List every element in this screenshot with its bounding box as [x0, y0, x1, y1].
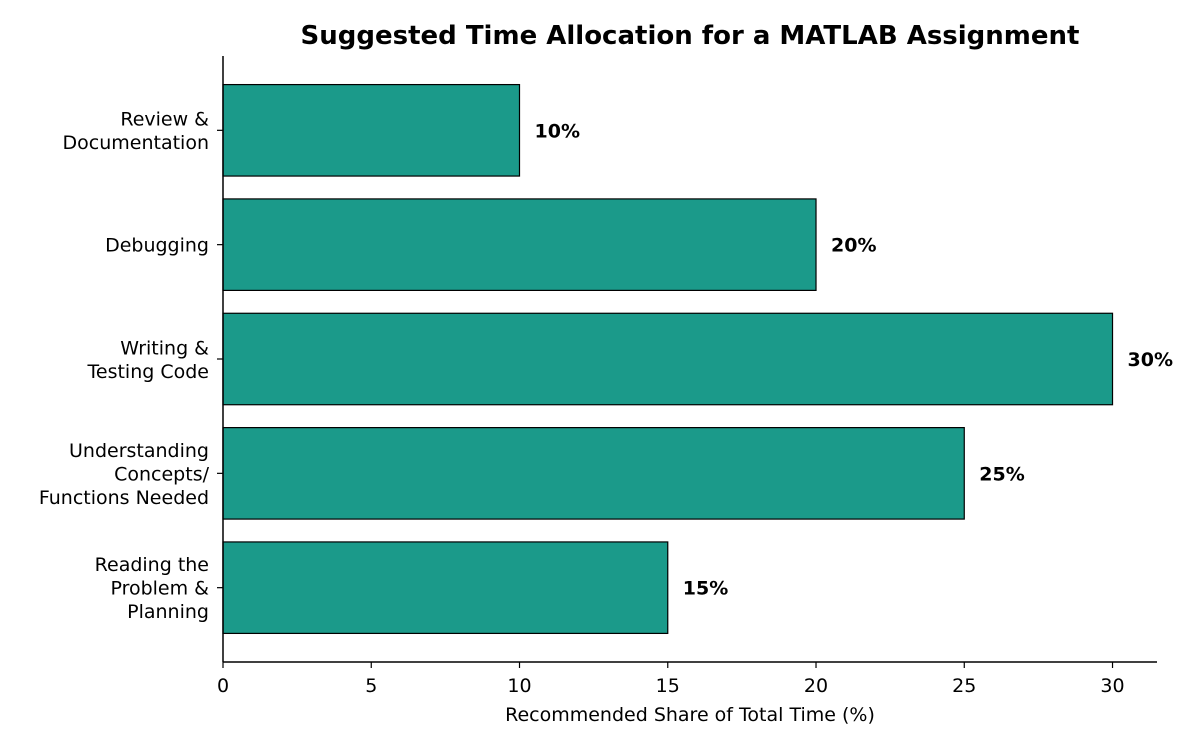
- y-tick-label: Review & Documentation: [63, 109, 210, 155]
- bar-value-label: 30%: [1128, 349, 1173, 371]
- y-tick-label-line: Documentation: [63, 132, 209, 154]
- y-tick-label: Reading the Problem & Planning: [95, 554, 210, 623]
- y-tick-label-line: Understanding: [69, 440, 209, 462]
- y-tick-label-line: Concepts/: [114, 463, 209, 485]
- bar: [222, 541, 669, 635]
- x-tick-label: 15: [656, 675, 680, 697]
- y-axis-ticks: Reading the Problem & Planning Understandin…: [39, 109, 223, 623]
- y-tick-label-line: Reading the: [95, 554, 209, 576]
- bar-value-label: 25%: [979, 463, 1024, 485]
- x-tick-label: 10: [507, 675, 531, 697]
- y-tick-label-line: Functions Needed: [39, 487, 209, 509]
- x-axis-ticks: 0 5 10 15 20 25 30: [217, 662, 1125, 697]
- x-tick-label: 0: [217, 675, 229, 697]
- bars-group: 15% 25% 30% 20% 10%: [222, 83, 1173, 635]
- y-tick-label-line: Planning: [127, 601, 209, 623]
- y-tick-label: Writing & Testing Code: [87, 337, 210, 383]
- y-tick-label-line: Testing Code: [87, 361, 209, 383]
- x-tick-label: 25: [952, 675, 976, 697]
- bar: [222, 312, 1114, 406]
- bar-value-label: 10%: [535, 120, 580, 142]
- x-axis-label: Recommended Share of Total Time (%): [505, 704, 875, 726]
- y-tick-label-line: Writing &: [120, 337, 209, 359]
- x-tick-label: 30: [1100, 675, 1124, 697]
- chart-title: Suggested Time Allocation for a MATLAB A…: [301, 21, 1080, 51]
- bar: [222, 83, 521, 177]
- y-tick-label: Debugging: [105, 235, 209, 257]
- y-tick-label-line: Debugging: [105, 235, 209, 257]
- y-tick-label-line: Review &: [120, 109, 209, 131]
- y-tick-label-line: Problem &: [110, 578, 209, 600]
- bar-value-label: 20%: [831, 235, 876, 257]
- bar: [222, 198, 817, 291]
- y-tick-label: Understanding Concepts/Functions Needed: [39, 440, 210, 509]
- bar: [222, 427, 965, 520]
- bar-value-label: 15%: [683, 578, 728, 600]
- x-tick-label: 5: [365, 675, 377, 697]
- x-tick-label: 20: [804, 675, 828, 697]
